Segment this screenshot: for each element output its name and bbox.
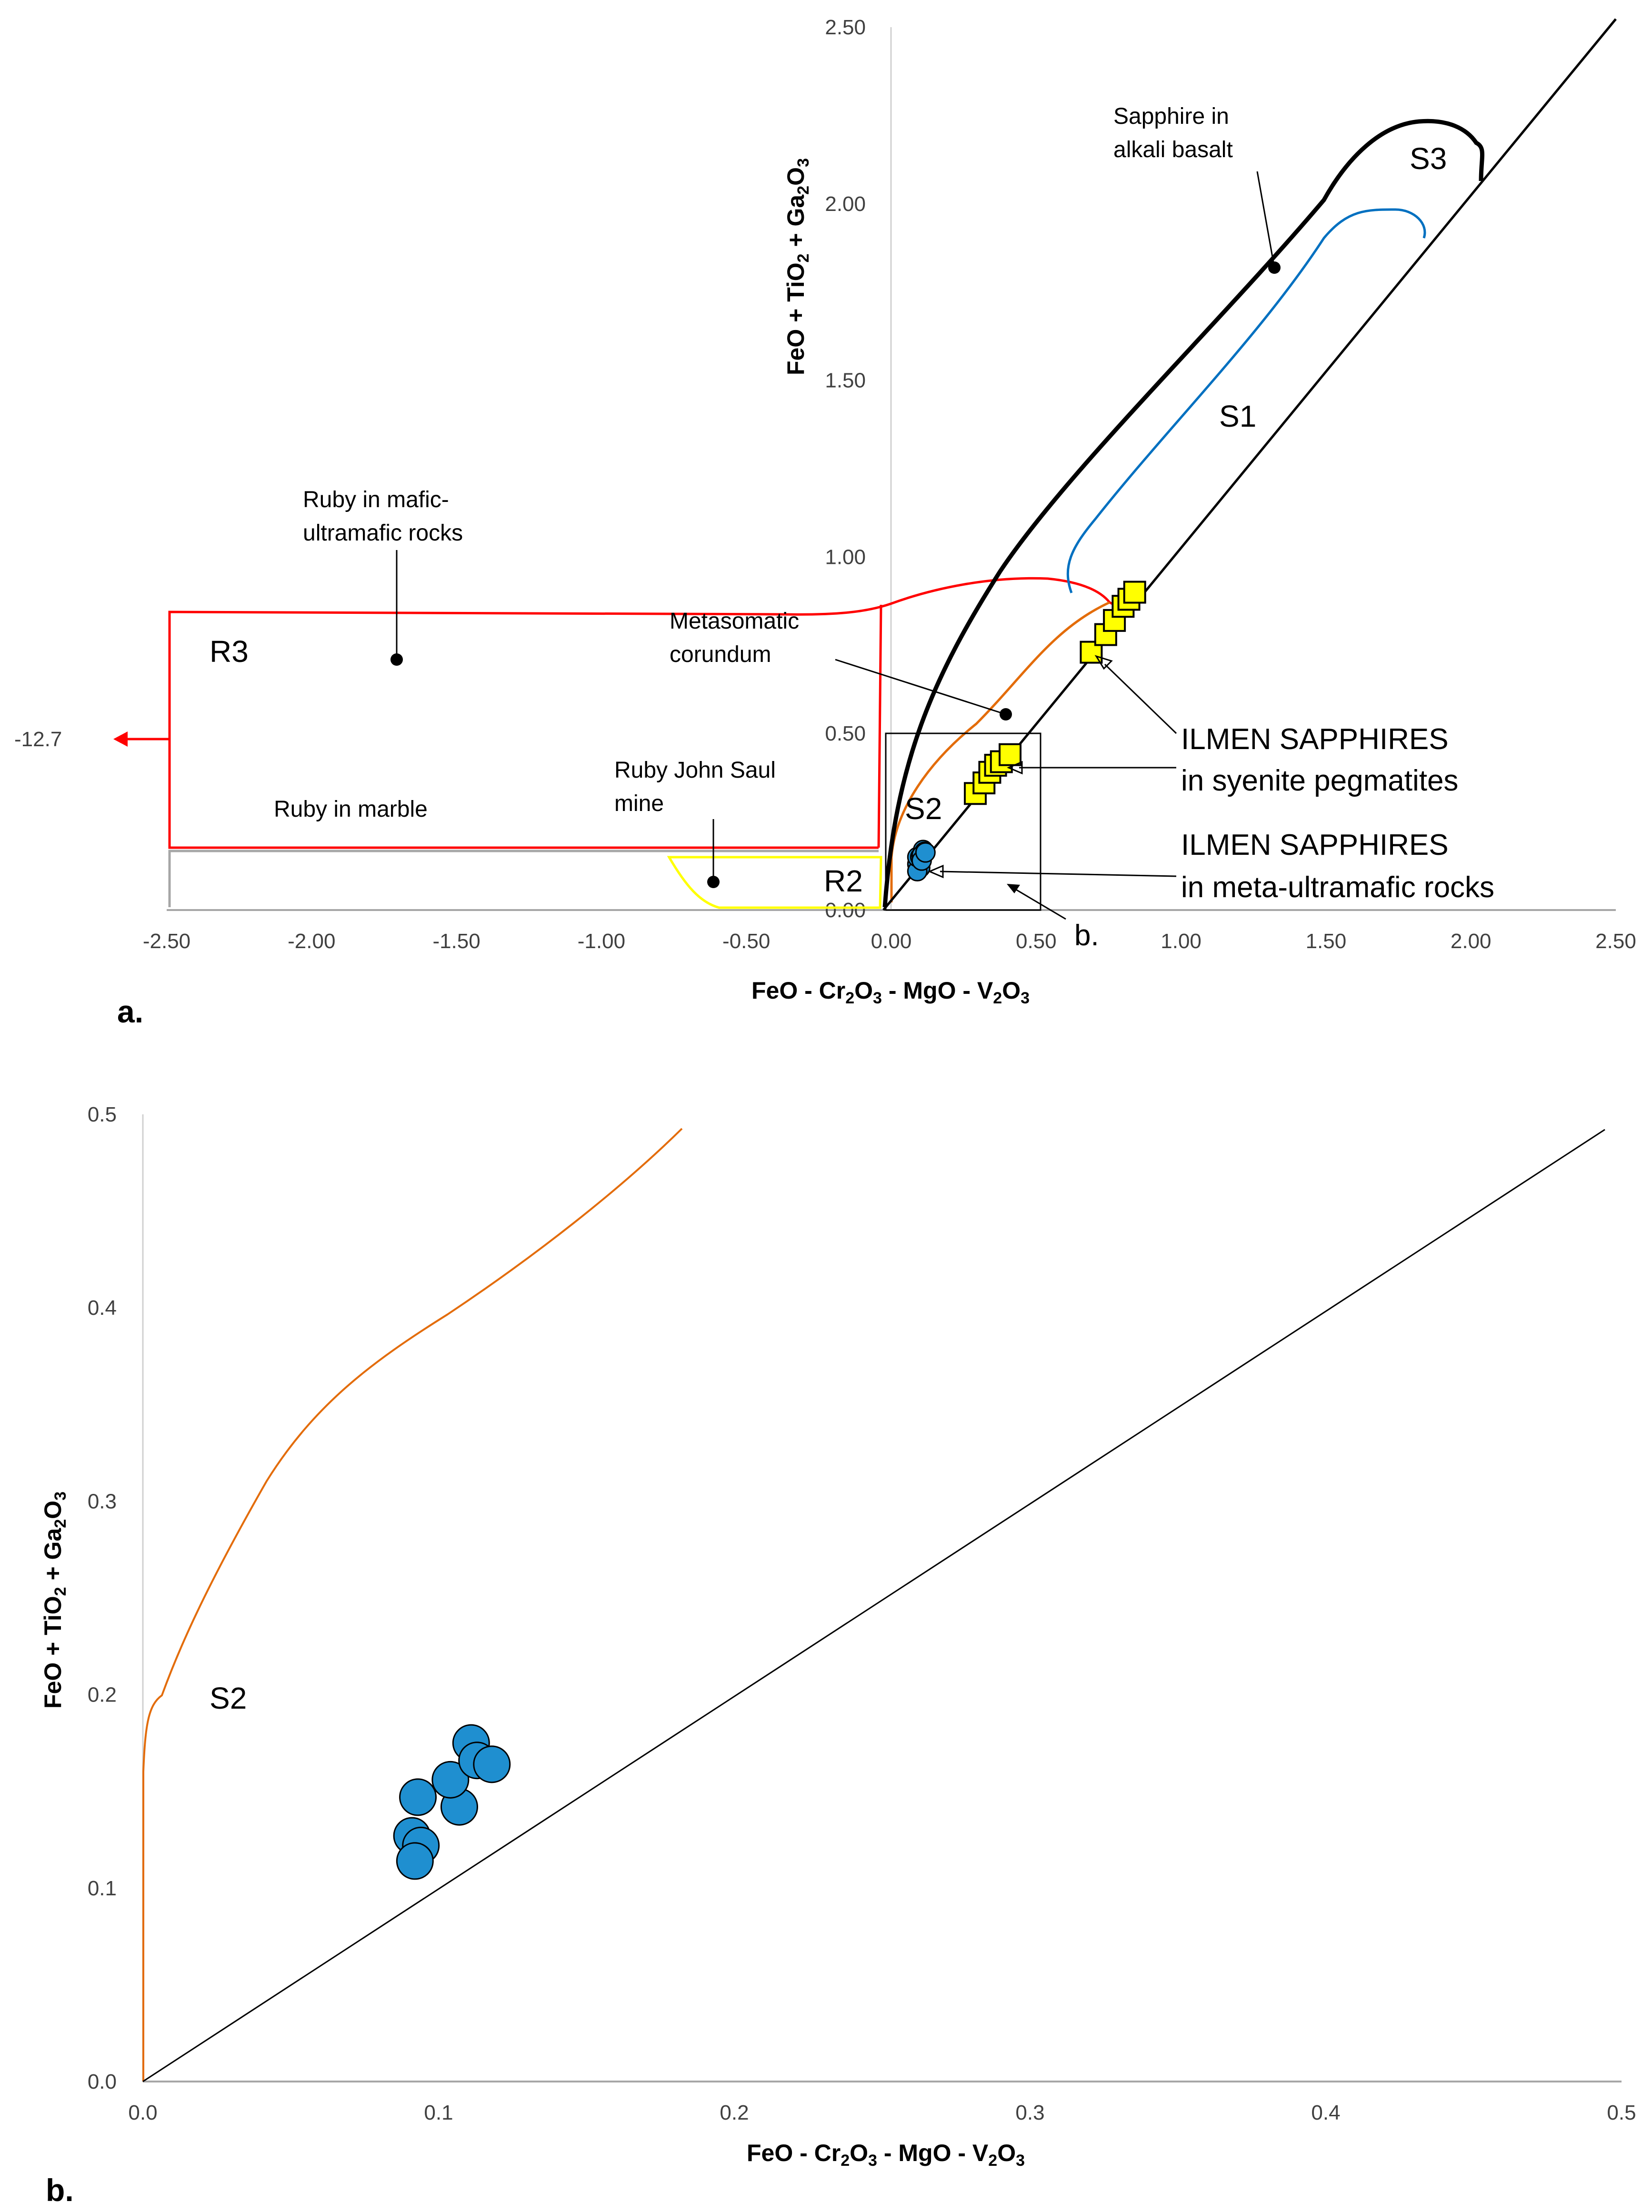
b-one-to-one-line: [142, 1129, 1605, 2082]
a-x-tick-labels: -2.50 -2.00 -1.50 -1.00 -0.50 0.00 0.50 1.00 1.5…: [143, 930, 1636, 953]
ann-sapphire-dot: [1268, 261, 1281, 274]
b-circle-point: [431, 1761, 470, 1799]
field-r3: [168, 577, 1134, 849]
ann-sapphire-leader: [1256, 171, 1275, 268]
panel-a-label: a.: [117, 994, 143, 1029]
ann-meta-leader: [940, 871, 1177, 877]
ann-syenite-leader-upper: [1104, 663, 1177, 734]
ann-meta-arrowhead: [928, 864, 944, 879]
b-label-s2: S2: [210, 1681, 247, 1715]
ann-sapphire-basalt-2: alkali basalt: [1113, 137, 1233, 162]
b-x-tick-label: 0.5: [1607, 2101, 1636, 2124]
ann-metasomatic-2: corundum: [670, 642, 771, 667]
offscale-arrowhead: [113, 731, 128, 747]
a-y-tick-label: 1.00: [825, 545, 866, 569]
a-x-tick-label: -1.00: [578, 930, 625, 953]
ann-inset-arrowhead: [1007, 884, 1020, 893]
ann-sapphire-basalt-1: Sapphire in: [1113, 104, 1229, 129]
ann-metasomatic-dot: [1000, 708, 1012, 721]
b-x-tick-label: 0.0: [128, 2101, 157, 2124]
b-circle-point: [396, 1842, 434, 1880]
ann-inset-ref: b.: [1074, 919, 1099, 952]
b-circle-point: [473, 1745, 511, 1783]
ann-ilmen-syenite-1: ILMEN SAPPHIRES: [1181, 723, 1449, 756]
b-y-tick-label: 0.0: [88, 2070, 117, 2093]
b-x-tick-label: 0.2: [720, 2101, 749, 2124]
ann-ilmen-syenite-2: in syenite pegmatites: [1181, 764, 1458, 797]
a-y-tick-label: 2.50: [825, 16, 866, 39]
b-y-tick-label: 0.3: [88, 1490, 117, 1513]
ruby-marble-field: [168, 850, 879, 907]
b-y-axis-title: FeO + TiO2 + Ga2O3: [40, 1491, 70, 1709]
b-y-tick-labels: 0.0 0.1 0.2 0.3 0.4 0.5: [88, 1103, 117, 2093]
offscale-value: -12.7: [14, 728, 62, 751]
a-x-tick-label: -2.50: [143, 930, 190, 953]
a-x-tick-label: 0.50: [1016, 930, 1057, 953]
ann-ruby-marble: Ruby in marble: [274, 797, 428, 822]
ann-ruby-john-saul-1: Ruby John Saul: [614, 758, 776, 783]
field-s2: [890, 601, 1111, 902]
b-x-axis-title: FeO - Cr2O3 - MgO - V2O3: [747, 2140, 1025, 2170]
a-x-axis-title: FeO - Cr2O3 - MgO - V2O3: [751, 977, 1030, 1007]
a-y-tick-labels: 0.00 0.50 1.00 1.50 2.00 2.50: [825, 16, 866, 922]
a-y-axis-title: FeO + TiO2 + Ga2O3: [782, 158, 812, 375]
a-x-tick-label: 2.00: [1451, 930, 1492, 953]
a-square-point: [999, 743, 1022, 766]
ann-metasomatic-1: Metasomatic: [670, 609, 799, 634]
b-y-tick-label: 0.1: [88, 1877, 117, 1900]
a-x-tick-label: 2.50: [1595, 930, 1636, 953]
a-circle-point: [915, 842, 936, 863]
ann-syenite-arrowhead-upper: [1094, 655, 1113, 670]
a-y-tick-label: 2.00: [825, 192, 866, 216]
label-s3: S3: [1410, 141, 1447, 176]
ann-ruby-mafic-dot: [390, 653, 403, 666]
label-s2: S2: [905, 791, 942, 826]
ann-inset-leader: [1014, 888, 1066, 920]
b-y-tick-label: 0.5: [88, 1103, 117, 1126]
b-x-tick-labels: 0.0 0.1 0.2 0.3 0.4 0.5: [128, 2101, 1636, 2124]
b-field-s2: [142, 1128, 683, 2082]
a-x-tick-label: -1.50: [432, 930, 480, 953]
a-x-tick-label: -0.50: [722, 930, 770, 953]
b-y-tick-label: 0.2: [88, 1683, 117, 1707]
panel-a-chart: -2.50 -2.00 -1.50 -1.00 -0.50 0.00 0.50 1.00 1.5…: [14, 16, 1636, 1029]
field-s3: [882, 119, 1484, 908]
label-r2: R2: [824, 864, 863, 898]
ann-ilmen-meta-1: ILMEN SAPPHIRES: [1181, 829, 1449, 861]
label-s1: S1: [1219, 399, 1256, 433]
b-x-tick-label: 0.4: [1311, 2101, 1340, 2124]
field-metasomatic: [1066, 208, 1426, 593]
ann-john-saul-dot: [707, 876, 720, 888]
b-x-tick-label: 0.3: [1015, 2101, 1044, 2124]
a-square-point: [1123, 581, 1146, 604]
ann-ruby-john-saul-2: mine: [614, 791, 664, 816]
a-y-tick-label: 0.50: [825, 722, 866, 745]
inset-b-box: [885, 732, 1041, 911]
label-r3: R3: [210, 634, 249, 669]
a-y-tick-label: 0.00: [825, 899, 866, 922]
ann-ruby-mafic-1: Ruby in mafic-: [303, 487, 449, 512]
panel-b-label: b.: [46, 2172, 74, 2208]
b-x-tick-label: 0.1: [424, 2101, 453, 2124]
a-x-tick-label: 0.00: [871, 930, 912, 953]
a-x-tick-label: 1.50: [1306, 930, 1347, 953]
ann-syenite-arrowhead-lower: [1007, 761, 1023, 775]
ann-metasomatic-leader: [835, 659, 1006, 715]
b-circle-point: [399, 1778, 437, 1816]
a-x-tick-label: 1.00: [1161, 930, 1201, 953]
a-data-points: [907, 581, 1146, 881]
field-r2: [667, 856, 882, 909]
ann-ilmen-meta-2: in meta-ultramafic rocks: [1181, 871, 1494, 904]
a-x-tick-label: -2.00: [288, 930, 335, 953]
a-y-tick-label: 1.50: [825, 369, 866, 392]
ann-ruby-mafic-2: ultramafic rocks: [303, 520, 463, 546]
panel-b-chart: 0.0 0.1 0.2 0.3 0.4 0.5 0.0 0.1 0.2 0.3 0.4 0.5 S2…: [40, 1103, 1636, 2208]
b-data-points: [393, 1724, 511, 1880]
b-y-tick-label: 0.4: [88, 1296, 117, 1320]
